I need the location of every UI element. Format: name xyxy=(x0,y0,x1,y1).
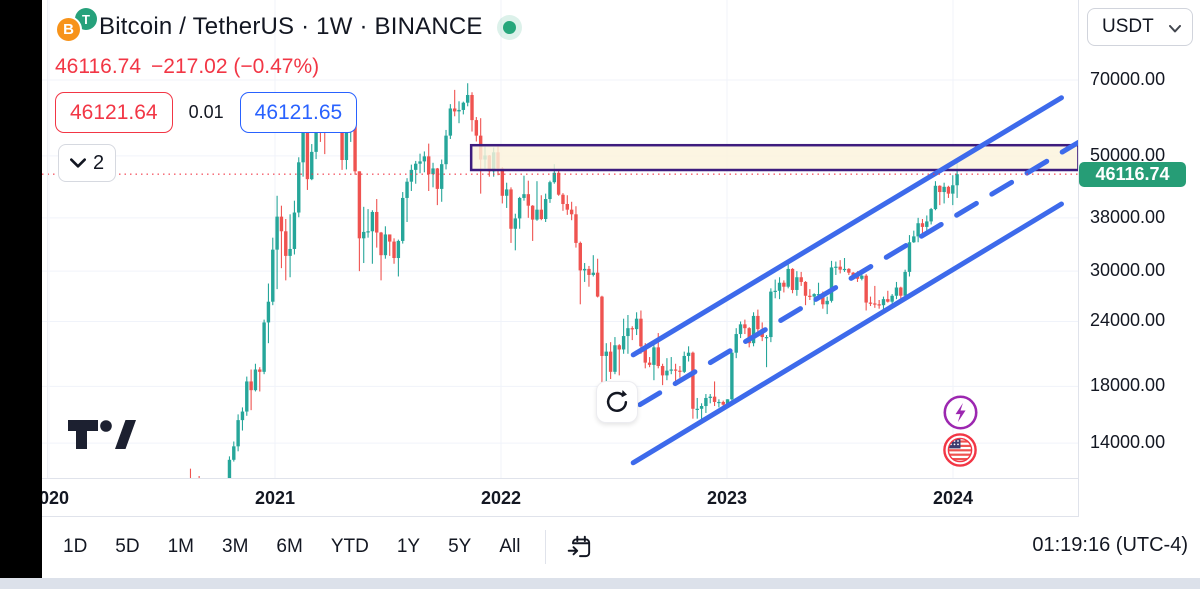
chart-legend: T B Bitcoin / TetherUS · 1W · BINANCE 46… xyxy=(55,8,516,133)
price-tick-label: 24000.00 xyxy=(1090,310,1166,331)
realtime-status-dot xyxy=(502,20,516,34)
clock-utc-label[interactable]: 01:19:16 (UTC-4) xyxy=(1032,534,1188,556)
time-scale[interactable]: 2020 2021 2022 2023 2024 xyxy=(0,478,1200,517)
last-price-badge: 46116.74 xyxy=(1079,161,1186,187)
year-label: 2021 xyxy=(254,488,296,508)
left-letterbox-bar xyxy=(0,0,42,578)
year-label: 2023 xyxy=(706,488,748,508)
range-button-5y[interactable]: 5Y xyxy=(448,536,472,557)
symbol-title[interactable]: Bitcoin / TetherUS · 1W · BINANCE xyxy=(99,13,483,40)
us-flag-icon xyxy=(943,433,977,467)
chevron-down-icon xyxy=(69,158,86,168)
date-range-buttons: 1D 5D 1M 3M 6M YTD 1Y 5Y All xyxy=(52,529,600,565)
year-label: 2024 xyxy=(932,488,974,508)
bottom-strip xyxy=(0,578,1200,589)
price-tick-label: 50000.00 xyxy=(1090,144,1166,165)
symbol-pair-logo: T B xyxy=(55,8,99,46)
economic-events-flag-marker[interactable] xyxy=(942,432,978,473)
objects-collapse-button[interactable]: 2 xyxy=(58,144,116,182)
price-tick-label: 14000.00 xyxy=(1090,432,1166,453)
range-button-all[interactable]: All xyxy=(499,536,521,557)
bitcoin-icon: B xyxy=(55,16,82,43)
price-tick-label: 38000.00 xyxy=(1090,206,1166,227)
plot-left-border xyxy=(47,0,48,517)
buy-button[interactable]: 46121.65 xyxy=(239,92,358,133)
currency-unit-label: USDT xyxy=(1102,16,1154,37)
events-lightning-marker[interactable] xyxy=(942,394,979,436)
reset-chart-button[interactable] xyxy=(596,381,638,423)
price-tick-label: 70000.00 xyxy=(1090,69,1166,89)
range-button-6m[interactable]: 6M xyxy=(276,536,303,557)
tradingview-logo-icon xyxy=(68,420,136,449)
chevron-down-icon xyxy=(1169,25,1181,33)
spread-value: 0.01 xyxy=(188,102,224,122)
lightning-icon xyxy=(943,395,978,430)
range-button-ytd[interactable]: YTD xyxy=(330,536,369,557)
price-tick-label: 30000.00 xyxy=(1090,260,1166,281)
objects-count: 2 xyxy=(92,151,105,174)
range-button-1m[interactable]: 1M xyxy=(167,536,194,557)
go-to-date-button[interactable] xyxy=(560,529,600,565)
year-label: 2022 xyxy=(480,488,522,508)
reset-refresh-icon xyxy=(606,389,628,412)
range-button-5d[interactable]: 5D xyxy=(115,536,140,557)
currency-unit-button[interactable]: USDT xyxy=(1087,8,1193,46)
calendar-icon xyxy=(568,535,591,558)
tradingview-logo[interactable] xyxy=(68,418,138,455)
last-price: 46116.74 xyxy=(55,55,142,78)
range-button-1d[interactable]: 1D xyxy=(63,536,88,557)
range-button-1y[interactable]: 1Y xyxy=(396,536,421,557)
range-button-3m[interactable]: 3M xyxy=(222,536,249,557)
toolbar-divider xyxy=(545,530,547,564)
sell-button[interactable]: 46121.64 xyxy=(55,92,173,133)
price-scale[interactable]: USDT 70000.00 50000.00 38000.00 30000.00 240… xyxy=(1078,0,1200,517)
price-chart[interactable] xyxy=(0,0,1078,478)
price-tick-label: 18000.00 xyxy=(1090,375,1166,396)
price-change: −217.02 (−0.47%) xyxy=(151,55,320,78)
bottom-toolbar: 1D 5D 1M 3M 6M YTD 1Y 5Y All 01:19:16 (UTC-4) xyxy=(0,518,1200,578)
